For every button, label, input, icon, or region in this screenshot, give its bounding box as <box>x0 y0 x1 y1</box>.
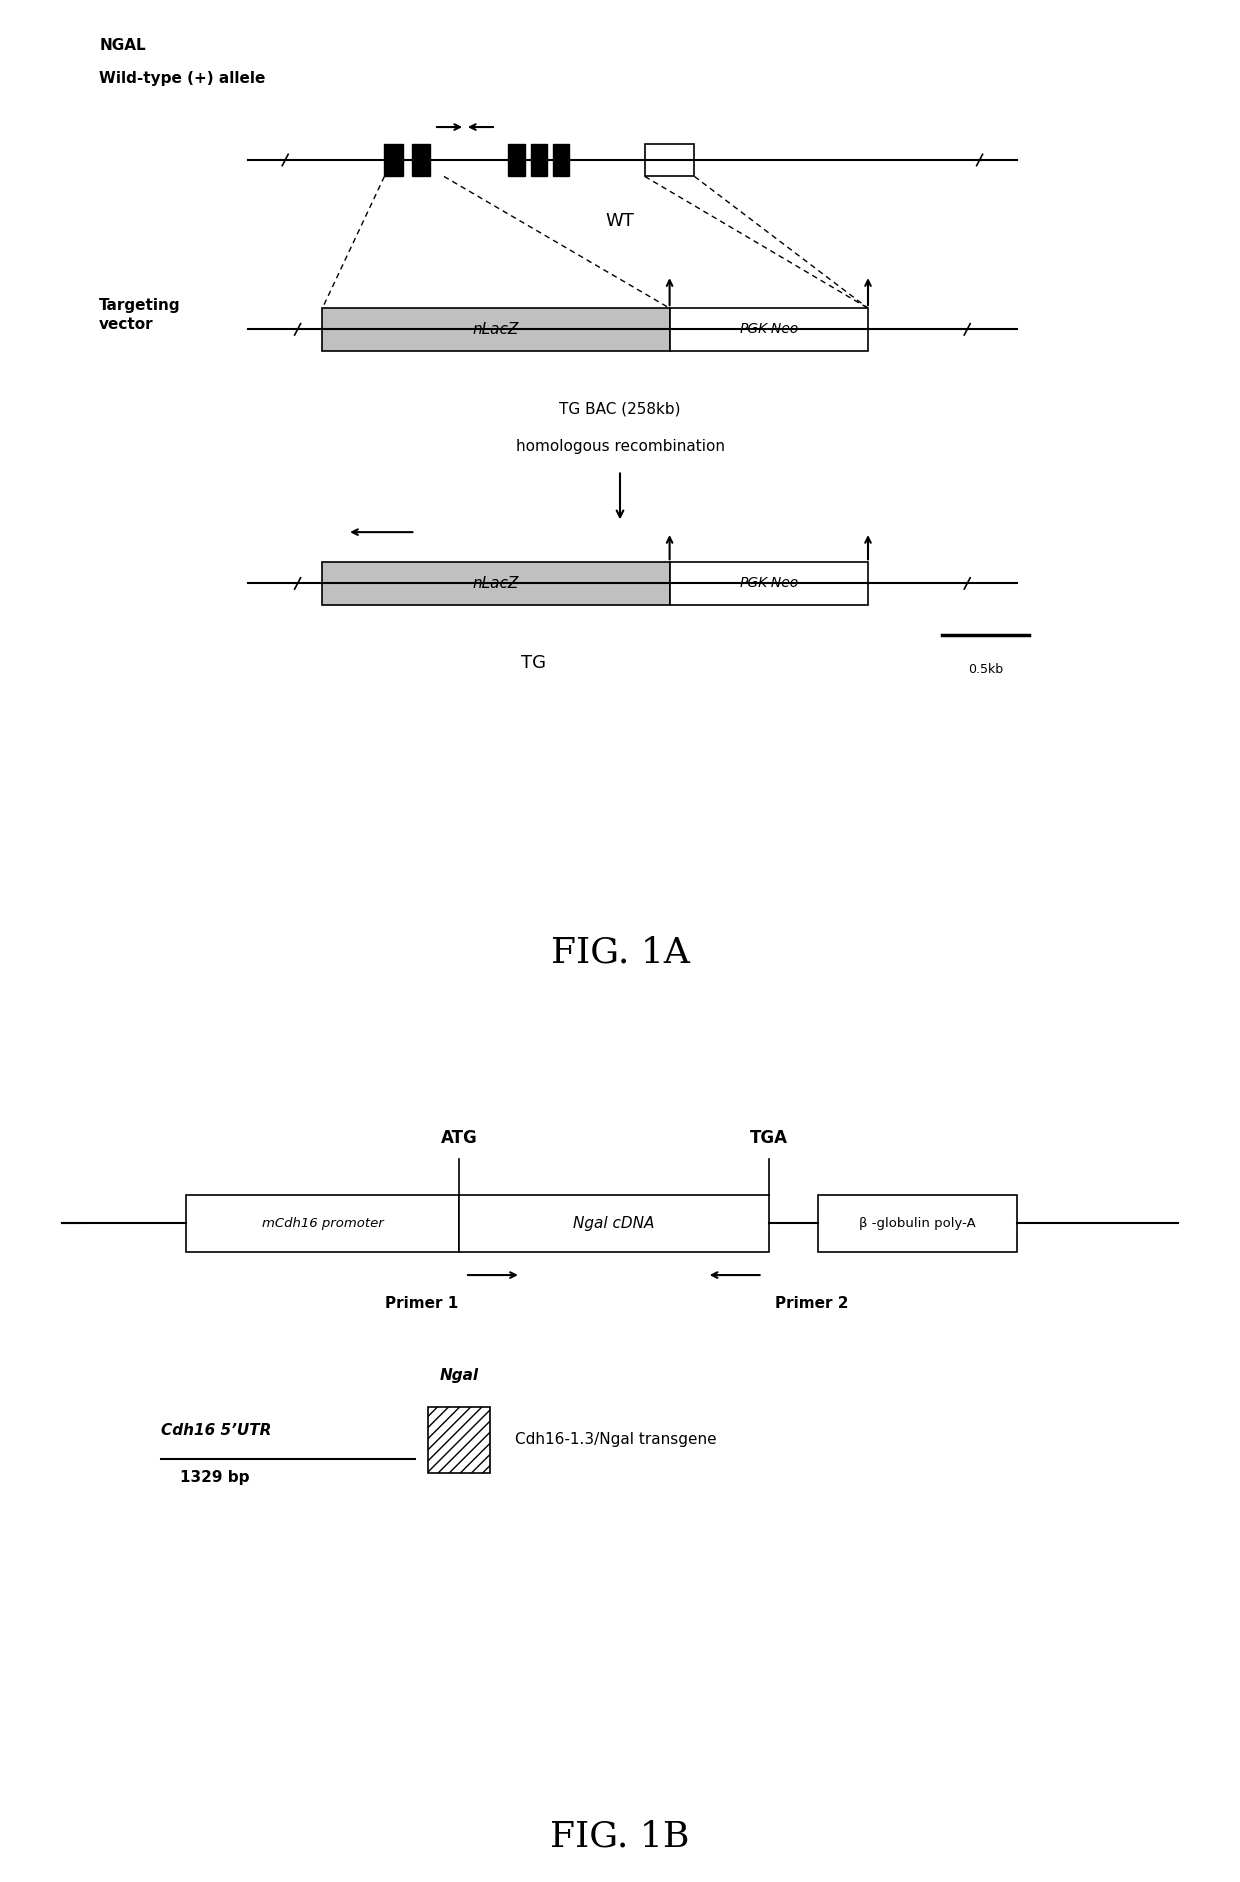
Bar <box>186 1195 459 1252</box>
Text: TGA: TGA <box>750 1129 787 1148</box>
Text: FIG. 1B: FIG. 1B <box>551 1820 689 1854</box>
Bar <box>531 143 547 177</box>
Text: Ngal cDNA: Ngal cDNA <box>573 1216 655 1231</box>
Bar <box>322 563 670 604</box>
Text: 0.5kb: 0.5kb <box>968 664 1003 676</box>
Text: TG: TG <box>521 655 546 672</box>
Text: Primer 1: Primer 1 <box>384 1297 459 1312</box>
Bar <box>384 143 403 177</box>
Text: mCdh16 promoter: mCdh16 promoter <box>262 1218 383 1229</box>
Bar <box>645 143 694 177</box>
Text: Targeting
vector: Targeting vector <box>99 299 181 331</box>
Text: nLacZ: nLacZ <box>472 576 520 591</box>
Text: PGK-Neo: PGK-Neo <box>739 322 799 337</box>
Text: nLacZ: nLacZ <box>472 322 520 337</box>
Text: TG BAC (258kb): TG BAC (258kb) <box>559 403 681 416</box>
Text: 1329 bp: 1329 bp <box>180 1470 249 1485</box>
Bar <box>428 1408 490 1472</box>
Text: FIG. 1A: FIG. 1A <box>551 935 689 969</box>
Bar <box>322 309 670 350</box>
Text: Wild-type (+) allele: Wild-type (+) allele <box>99 72 265 85</box>
Bar <box>818 1195 1017 1252</box>
Bar <box>412 143 430 177</box>
Text: β -globulin poly-A: β -globulin poly-A <box>859 1218 976 1229</box>
Text: ATG: ATG <box>440 1129 477 1148</box>
Text: Ngal: Ngal <box>439 1368 479 1383</box>
Bar <box>553 143 569 177</box>
Bar <box>670 563 868 604</box>
Bar <box>459 1195 769 1252</box>
Text: WT: WT <box>605 213 635 230</box>
Text: Primer 2: Primer 2 <box>775 1297 849 1312</box>
Text: homologous recombination: homologous recombination <box>516 440 724 454</box>
Text: Cdh16-1.3/Ngal transgene: Cdh16-1.3/Ngal transgene <box>515 1432 717 1447</box>
Text: Cdh16 5’UTR: Cdh16 5’UTR <box>161 1423 272 1438</box>
Bar <box>670 309 868 350</box>
Text: NGAL: NGAL <box>99 38 146 53</box>
Text: PGK-Neo: PGK-Neo <box>739 576 799 591</box>
Bar <box>508 143 525 177</box>
